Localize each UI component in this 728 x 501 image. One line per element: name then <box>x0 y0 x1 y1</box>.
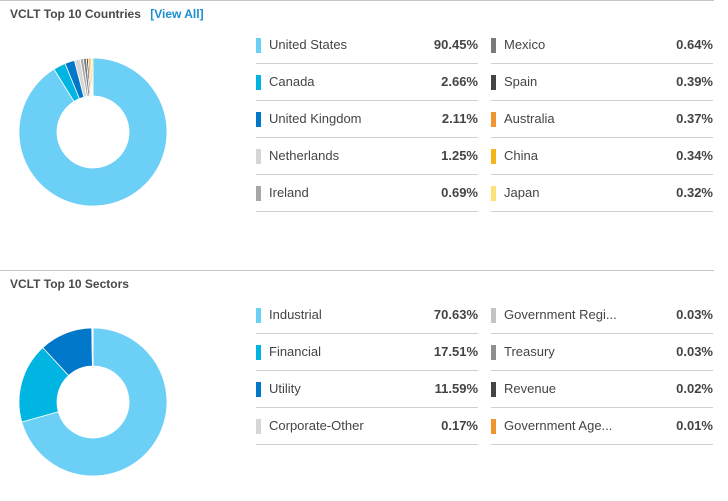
legend-label: Corporate-Other <box>269 418 364 433</box>
sectors-title: VCLT Top 10 Sectors <box>10 277 129 291</box>
legend-swatch <box>256 382 261 397</box>
legend-label: Australia <box>504 111 555 126</box>
legend-label: China <box>504 148 538 163</box>
legend-item-government-age: Government Age... 0.01% <box>491 408 713 445</box>
section-divider <box>0 270 714 271</box>
legend-value: 1.25% <box>441 148 478 163</box>
legend-swatch <box>491 112 496 127</box>
legend-swatch <box>256 112 261 127</box>
legend-swatch <box>256 345 261 360</box>
legend-value: 0.37% <box>676 111 713 126</box>
section-title: VCLT Top 10 Sectors <box>10 277 129 291</box>
legend-label: Financial <box>269 344 322 359</box>
legend-item-corporate-other: Corporate-Other 0.17% <box>256 408 478 445</box>
legend-item-united-states: United States 90.45% <box>256 27 478 64</box>
legend-label: Government Age... <box>504 418 613 433</box>
sectors-legend-right: Government Regi... 0.03% Treasury 0.03% Reve… <box>491 297 713 445</box>
legend-value: 2.66% <box>441 74 478 89</box>
legend-label: Ireland <box>269 185 309 200</box>
legend-item-canada: Canada 2.66% <box>256 64 478 101</box>
legend-item-utility: Utility 11.59% <box>256 371 478 408</box>
legend-swatch <box>256 149 261 164</box>
legend-swatch <box>256 308 261 323</box>
legend-item-australia: Australia 0.37% <box>491 101 713 138</box>
legend-item-united-kingdom: United Kingdom 2.11% <box>256 101 478 138</box>
legend-item-treasury: Treasury 0.03% <box>491 334 713 371</box>
legend-item-industrial: Industrial 70.63% <box>256 297 478 334</box>
legend-label: Revenue <box>504 381 557 396</box>
legend-label: Canada <box>269 74 315 89</box>
sectors-donut-chart <box>18 327 168 477</box>
sectors-legend-left: Industrial 70.63% Financial 17.51% Utility 11… <box>256 297 478 445</box>
countries-title: VCLT Top 10 Countries <box>10 7 141 21</box>
legend-value: 2.11% <box>441 111 478 126</box>
legend-value: 11.59% <box>434 381 478 396</box>
legend-item-mexico: Mexico 0.64% <box>491 27 713 64</box>
legend-value: 17.51% <box>433 344 478 359</box>
countries-legend-left: United States 90.45% Canada 2.66% United Kin… <box>256 27 478 212</box>
legend-label: United States <box>269 37 348 52</box>
legend-item-china: China 0.34% <box>491 138 713 175</box>
legend-swatch <box>491 186 496 201</box>
legend-swatch <box>491 149 496 164</box>
legend-label: United Kingdom <box>269 111 362 126</box>
legend-swatch <box>256 75 261 90</box>
legend-swatch <box>256 419 261 434</box>
legend-label: Japan <box>504 185 540 200</box>
legend-item-government-regi: Government Regi... 0.03% <box>491 297 713 334</box>
legend-value: 90.45% <box>433 37 478 52</box>
legend-value: 0.39% <box>676 74 713 89</box>
legend-swatch <box>491 345 496 360</box>
section-divider <box>0 0 714 1</box>
legend-item-spain: Spain 0.39% <box>491 64 713 101</box>
legend-value: 0.03% <box>676 307 713 322</box>
legend-value: 0.32% <box>676 185 713 200</box>
legend-item-ireland: Ireland 0.69% <box>256 175 478 212</box>
legend-swatch <box>256 38 261 53</box>
legend-label: Netherlands <box>269 148 340 163</box>
legend-swatch <box>491 38 496 53</box>
legend-value: 0.17% <box>441 418 478 433</box>
donut-slice-japan <box>91 57 94 97</box>
legend-item-japan: Japan 0.32% <box>491 175 713 212</box>
sectors-section: VCLT Top 10 Sectors Industrial 70.63% Fina… <box>0 270 714 501</box>
section-title: VCLT Top 10 Countries [View All] <box>10 7 204 21</box>
legend-value: 70.63% <box>433 307 478 322</box>
legend-value: 0.64% <box>676 37 713 52</box>
legend-item-financial: Financial 17.51% <box>256 334 478 371</box>
view-all-link[interactable]: [View All] <box>150 7 204 21</box>
legend-value: 0.03% <box>676 344 713 359</box>
legend-value: 0.01% <box>676 418 713 433</box>
legend-label: Industrial <box>269 307 322 322</box>
legend-swatch <box>256 186 261 201</box>
legend-label: Mexico <box>504 37 546 52</box>
legend-swatch <box>491 308 496 323</box>
legend-value: 0.69% <box>441 185 478 200</box>
legend-label: Spain <box>504 74 538 89</box>
legend-label: Government Regi... <box>504 307 617 322</box>
legend-swatch <box>491 75 496 90</box>
countries-section: VCLT Top 10 Countries [View All] United … <box>0 0 714 250</box>
legend-value: 0.34% <box>676 148 713 163</box>
countries-legend-right: Mexico 0.64% Spain 0.39% Australia 0.37% China… <box>491 27 713 212</box>
legend-item-netherlands: Netherlands 1.25% <box>256 138 478 175</box>
countries-donut-chart <box>18 57 168 207</box>
legend-swatch <box>491 382 496 397</box>
legend-label: Treasury <box>504 344 555 359</box>
donut-slice-united-states <box>18 57 168 207</box>
legend-label: Utility <box>269 381 301 396</box>
legend-item-revenue: Revenue 0.02% <box>491 371 713 408</box>
legend-swatch <box>491 419 496 434</box>
legend-value: 0.02% <box>676 381 713 396</box>
donut-slice-industrial <box>21 327 168 477</box>
